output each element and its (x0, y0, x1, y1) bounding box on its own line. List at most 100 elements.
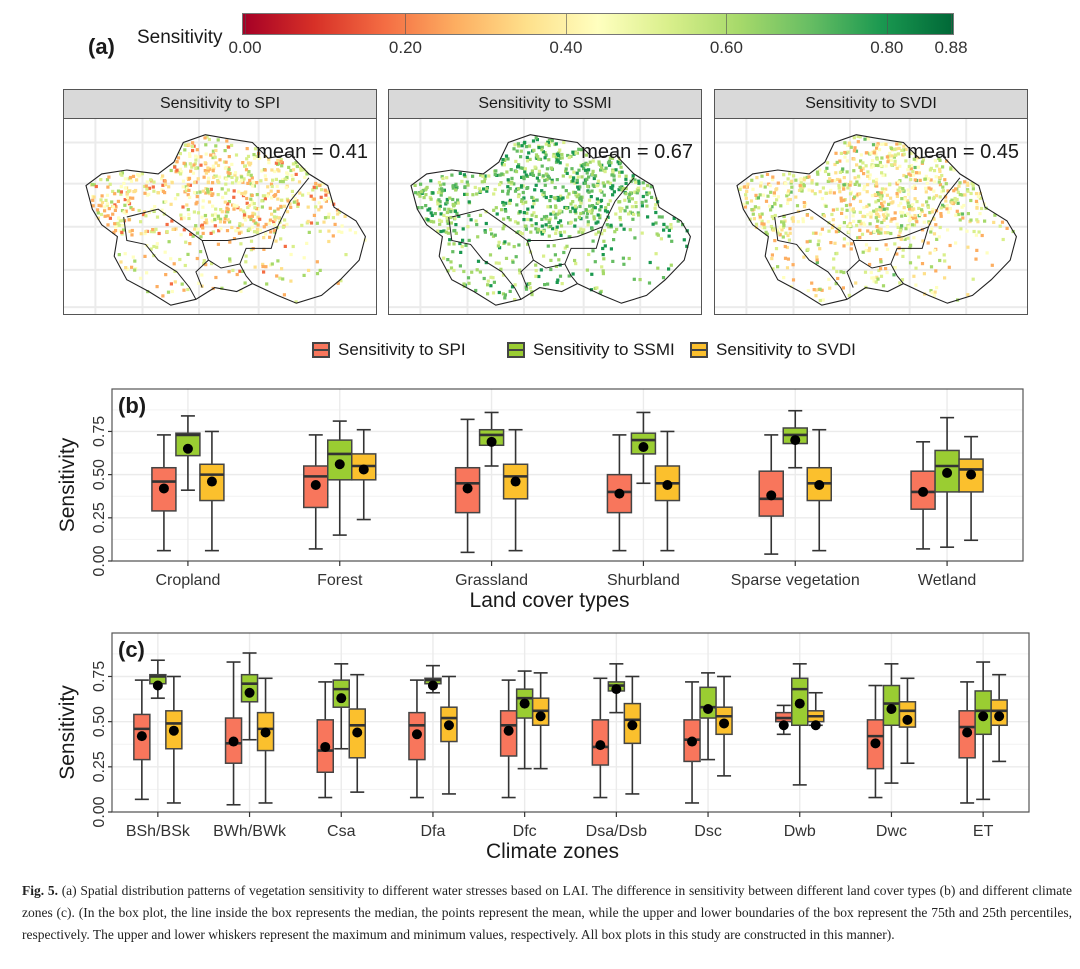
mean-point (136, 731, 147, 742)
caption-label: Fig. 5. (22, 883, 58, 898)
mean-point (794, 698, 805, 709)
y-tick-label: 0.75 (91, 416, 108, 447)
mean-point (411, 729, 422, 740)
y-tick-label: 0.50 (91, 706, 108, 737)
mean-point (462, 483, 473, 494)
panel-a-tag: (a) (88, 34, 115, 59)
mean-point (510, 476, 521, 487)
map-canvas (389, 119, 701, 314)
colorbar-tick-mark (245, 14, 246, 34)
mean-label: mean = 0.41 (256, 141, 368, 163)
mean-point (814, 480, 825, 490)
colorbar-tick-mark (726, 14, 728, 34)
boxplot-climate-zones: 0.00 0.25 0.50 0.75 BSh/BSk BWh/BWk Csa Dfa Dfc D… (56, 632, 1030, 863)
mean-point (310, 480, 321, 490)
x-tick-label: Grassland (455, 572, 528, 589)
mean-point (994, 711, 1005, 722)
mean-point (886, 704, 897, 715)
mean-point (966, 469, 977, 480)
mean-point (486, 436, 497, 447)
country-border (239, 263, 253, 284)
boxplot-land-cover: 0.00 0.25 0.50 0.75 Cropland Forest Grassland S… (56, 388, 1024, 612)
mean-point (352, 727, 363, 738)
mean-point (942, 467, 953, 478)
mean-point (244, 687, 255, 698)
region-outline (85, 134, 366, 306)
mean-point (614, 488, 625, 499)
mean-point (719, 718, 730, 729)
region-outline (736, 134, 1017, 306)
x-tick-label: Dwc (876, 823, 907, 840)
x-tick-label: Forest (317, 572, 363, 589)
sensitivity-raster (413, 136, 689, 302)
y-tick-label: 0.25 (91, 751, 108, 782)
sensitivity-raster (90, 135, 367, 304)
mean-point (962, 727, 973, 738)
map-panel-3: Sensitivity to SVDI mean = 0.45 (714, 89, 1028, 315)
mean-label: mean = 0.45 (907, 141, 1019, 163)
x-tick-label: Shurbland (607, 572, 680, 589)
y-axis-title: Sensitivity (56, 685, 79, 780)
x-tick-label: Dsc (694, 823, 722, 840)
mean-point (978, 711, 989, 722)
country-border (126, 177, 310, 241)
x-tick-label: BSh/BSk (126, 823, 191, 840)
map-panel-2: Sensitivity to SSMI mean = 0.67 (388, 89, 702, 315)
legend-key-svdi (690, 342, 708, 358)
colorbar-tick-mark (405, 14, 407, 34)
x-tick-label: Csa (327, 823, 356, 840)
legend-label: Sensitivity to SPI (338, 340, 466, 359)
country-border (774, 216, 848, 300)
mean-point (790, 435, 801, 446)
legend-item-ssmi: Sensitivity to SSMI (507, 340, 690, 360)
country-border (526, 226, 603, 269)
mean-point (260, 727, 271, 738)
sensitivity-raster (738, 134, 1015, 303)
country-border (564, 263, 578, 284)
map-canvas (64, 119, 376, 314)
y-tick-label: 0.75 (91, 661, 108, 692)
x-tick-label: Wetland (918, 572, 976, 589)
mean-point (427, 680, 438, 691)
country-border (520, 259, 534, 288)
mean-point (870, 738, 881, 749)
panel-tag: (b) (118, 393, 146, 418)
legend-key-ssmi (507, 342, 525, 358)
mean-point (334, 459, 345, 470)
mean-point (168, 725, 179, 736)
mean-point (320, 741, 331, 752)
legend-label: Sensitivity to SSMI (533, 340, 675, 359)
mean-point (766, 490, 777, 501)
colorbar-tick-label: 0.40 (549, 38, 583, 57)
mean-point (206, 476, 217, 487)
x-axis-title: Climate zones (486, 840, 619, 863)
map-canvas (715, 119, 1027, 314)
y-tick-label: 0.00 (91, 545, 108, 576)
mean-point (595, 740, 606, 751)
x-tick-label: Dfc (513, 823, 537, 840)
map-title: Sensitivity to SPI (63, 89, 377, 119)
colorbar-tick-label: 0.80 (870, 38, 904, 57)
country-border (448, 216, 522, 300)
country-border (846, 259, 860, 288)
mean-point (152, 680, 163, 691)
x-tick-label: Dwb (784, 823, 816, 840)
mean-point (687, 736, 698, 747)
x-tick-label: Sparse vegetation (731, 572, 860, 589)
mean-point (638, 442, 649, 452)
mean-point (611, 684, 622, 695)
legend-item-svdi: Sensitivity to SVDI (690, 340, 856, 360)
mean-point (443, 720, 454, 731)
colorbar (242, 13, 954, 35)
mean-point (228, 736, 239, 747)
y-tick-label: 0.00 (91, 796, 108, 827)
mean-point (810, 720, 821, 731)
box-cropland-0 (151, 466, 177, 512)
legend: Sensitivity to SPI Sensitivity to SSMI S… (312, 340, 856, 360)
mean-point (902, 714, 913, 725)
x-tick-label: BWh/BWk (213, 823, 287, 840)
colorbar-tick-mark (886, 14, 888, 34)
x-axis-title: Land cover types (470, 589, 630, 612)
colorbar-title: Sensitivity (137, 27, 223, 48)
mean-point (336, 693, 347, 704)
